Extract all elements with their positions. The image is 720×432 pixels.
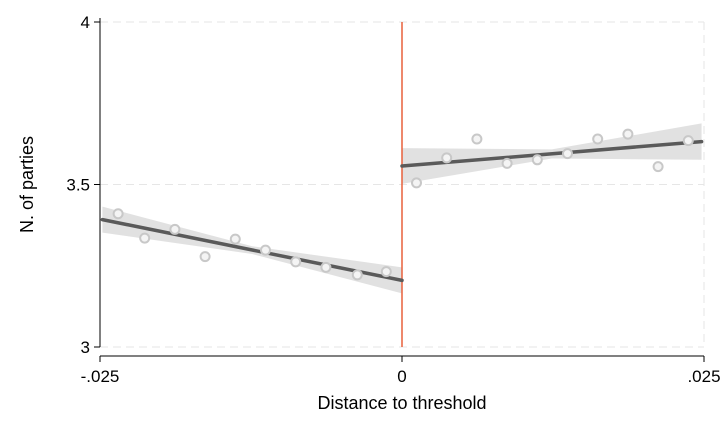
fit-lines (100, 139, 704, 283)
tick-labels: 3 3.5 4 -.025 0 .025 (66, 13, 720, 386)
data-point (139, 232, 151, 244)
x-tick-label: .025 (687, 367, 720, 386)
x-axis-title: Distance to threshold (317, 393, 486, 413)
data-point (501, 157, 513, 169)
data-point (531, 154, 543, 166)
data-point (199, 251, 211, 263)
fit-line-right (400, 139, 704, 168)
y-tick-label: 4 (81, 13, 90, 32)
data-point (652, 161, 664, 173)
data-point (112, 208, 124, 220)
data-point (259, 244, 271, 256)
data-point (561, 148, 573, 160)
data-point (592, 133, 604, 145)
data-point (441, 152, 453, 164)
axes (94, 18, 705, 362)
scatter-points (112, 128, 694, 281)
data-point (351, 269, 363, 281)
data-point (682, 135, 694, 147)
data-point (471, 133, 483, 145)
y-tick-label: 3 (81, 338, 90, 357)
data-point (622, 128, 634, 140)
data-point (169, 223, 181, 235)
data-point (380, 266, 392, 278)
data-point (229, 233, 241, 245)
y-tick-label: 3.5 (66, 176, 90, 195)
x-tick-label: -.025 (81, 367, 120, 386)
fit-line-left (100, 217, 404, 283)
data-point (410, 177, 422, 189)
y-axis-title: N. of parties (17, 136, 37, 233)
data-point (320, 261, 332, 273)
data-point (290, 256, 302, 268)
x-tick-label: 0 (397, 367, 406, 386)
